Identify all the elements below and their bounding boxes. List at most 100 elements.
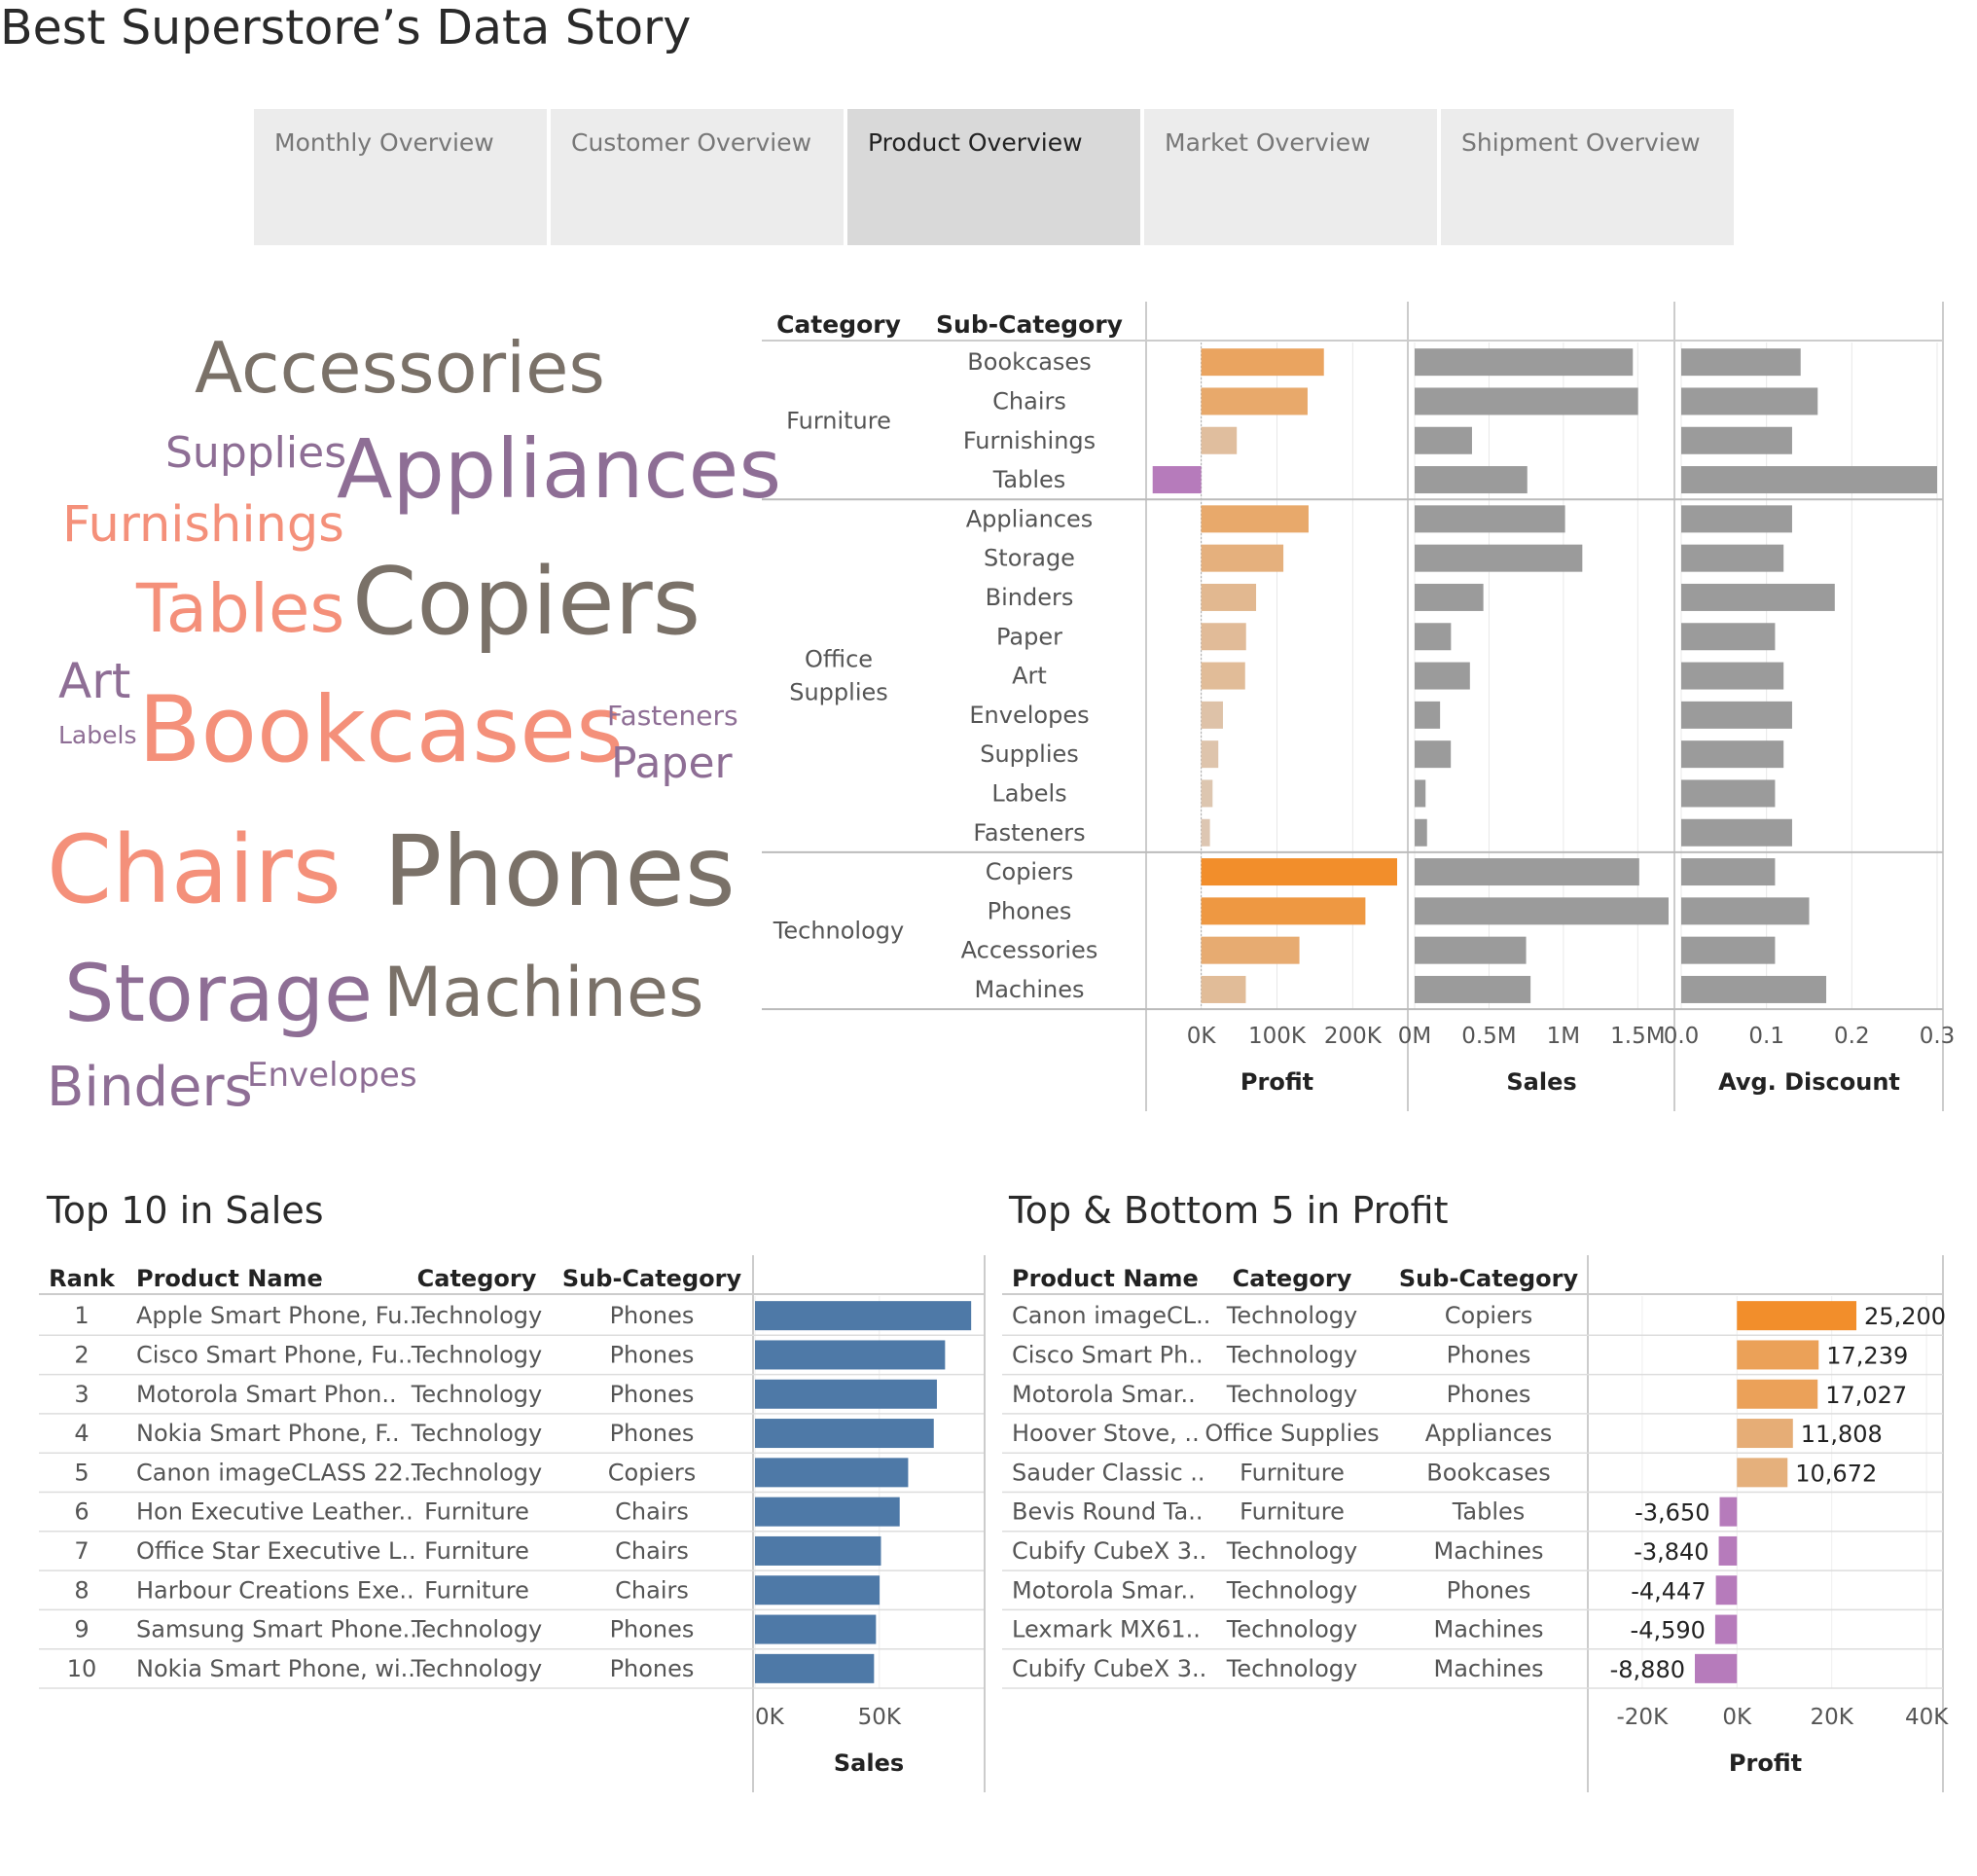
- sales-bar[interactable]: [755, 1340, 946, 1370]
- sales-bar[interactable]: [1415, 740, 1452, 769]
- discount-bar[interactable]: [1681, 505, 1792, 533]
- sales-bar[interactable]: [1415, 544, 1583, 572]
- tab-customer-overview[interactable]: Customer Overview: [551, 109, 844, 245]
- category-cell: Technology: [411, 1420, 542, 1447]
- sales-bar[interactable]: [1415, 623, 1452, 651]
- profit-bar[interactable]: [1201, 975, 1246, 1003]
- profit-data-label: 17,239: [1826, 1342, 1908, 1369]
- dashboard-title: Best Superstore’s Data Story: [0, 0, 692, 55]
- axis-tick-label: 0.0: [1664, 1024, 1700, 1049]
- tab-monthly-overview[interactable]: Monthly Overview: [254, 109, 547, 245]
- profit-bar[interactable]: [1201, 662, 1245, 690]
- sales-bar[interactable]: [1415, 466, 1528, 494]
- discount-bar[interactable]: [1681, 466, 1937, 494]
- profit-bar[interactable]: [1201, 936, 1300, 964]
- discount-bar[interactable]: [1681, 426, 1792, 454]
- sales-bar[interactable]: [755, 1458, 909, 1488]
- sales-bar[interactable]: [1415, 348, 1634, 377]
- subcategory-label: Furnishings: [963, 427, 1096, 454]
- discount-bar[interactable]: [1681, 897, 1810, 925]
- subcategory-cell: Machines: [1434, 1616, 1544, 1643]
- profit-data-label: -3,650: [1635, 1499, 1709, 1527]
- profit-bar[interactable]: [1737, 1340, 1819, 1370]
- profit-bar[interactable]: [1201, 583, 1257, 611]
- profit-bar[interactable]: [1201, 426, 1238, 454]
- discount-bar[interactable]: [1681, 348, 1801, 377]
- discount-bar[interactable]: [1681, 544, 1784, 572]
- discount-bar[interactable]: [1681, 975, 1827, 1003]
- sales-bar[interactable]: [1415, 701, 1441, 729]
- sales-bar[interactable]: [1415, 426, 1472, 454]
- profit-bar[interactable]: [1201, 544, 1284, 572]
- axis-tick-label: 0M: [1398, 1024, 1431, 1049]
- profit-bar[interactable]: [1201, 818, 1210, 847]
- cloud-word-phones: Phones: [383, 814, 736, 928]
- discount-bar[interactable]: [1681, 818, 1792, 847]
- sales-bar[interactable]: [1415, 583, 1484, 611]
- profit-bar[interactable]: [1714, 1614, 1738, 1644]
- profit-bar[interactable]: [1201, 779, 1213, 808]
- profit-bar[interactable]: [1718, 1535, 1738, 1566]
- axis-tick-label: 40K: [1905, 1705, 1949, 1730]
- category-cell: Technology: [411, 1459, 542, 1486]
- discount-bar[interactable]: [1681, 583, 1835, 611]
- sales-bar[interactable]: [755, 1301, 972, 1331]
- sales-bar[interactable]: [755, 1535, 881, 1566]
- profit-bar[interactable]: [1737, 1419, 1793, 1449]
- profit-bar[interactable]: [1737, 1301, 1857, 1331]
- discount-bar[interactable]: [1681, 662, 1784, 690]
- sales-bar[interactable]: [755, 1497, 900, 1527]
- profit-bar[interactable]: [1201, 505, 1309, 533]
- sales-bar[interactable]: [755, 1379, 937, 1409]
- profit-bar[interactable]: [1201, 623, 1246, 651]
- axis-tick-label: 0K: [1187, 1024, 1217, 1049]
- sales-bar[interactable]: [1415, 779, 1426, 808]
- profit-bar[interactable]: [1201, 740, 1219, 769]
- profit-bar[interactable]: [1695, 1653, 1738, 1683]
- sales-bar[interactable]: [1415, 936, 1527, 964]
- rank-cell: 4: [74, 1420, 89, 1447]
- subcategory-cell: Phones: [610, 1420, 695, 1447]
- sales-bar[interactable]: [755, 1614, 877, 1644]
- sales-bar[interactable]: [755, 1653, 875, 1683]
- discount-bar[interactable]: [1681, 936, 1776, 964]
- discount-bar[interactable]: [1681, 701, 1792, 729]
- profit-bar[interactable]: [1719, 1497, 1738, 1527]
- axis-title: Avg. Discount: [1718, 1068, 1900, 1096]
- discount-bar[interactable]: [1681, 623, 1776, 651]
- profit-bar[interactable]: [1201, 858, 1397, 886]
- cloud-word-storage: Storage: [64, 949, 373, 1040]
- profit-bar[interactable]: [1201, 348, 1324, 377]
- profit-data-label: 17,027: [1825, 1382, 1907, 1409]
- tab-market-overview[interactable]: Market Overview: [1144, 109, 1437, 245]
- sales-bar[interactable]: [1415, 818, 1427, 847]
- rank-cell: 10: [67, 1655, 97, 1682]
- sales-bar[interactable]: [1415, 387, 1638, 415]
- category-cell: Technology: [411, 1302, 542, 1329]
- sales-bar[interactable]: [755, 1575, 881, 1605]
- discount-bar[interactable]: [1681, 858, 1776, 886]
- sales-bar[interactable]: [1415, 662, 1470, 690]
- subcategory-label: Phones: [988, 897, 1072, 924]
- profit-bar[interactable]: [1737, 1458, 1788, 1488]
- subcategory-label: Chairs: [992, 387, 1066, 415]
- profit-bar[interactable]: [1715, 1575, 1738, 1605]
- profit-bar[interactable]: [1201, 897, 1366, 925]
- sales-bar[interactable]: [1415, 897, 1669, 925]
- sales-bar[interactable]: [755, 1419, 934, 1449]
- profit-bar[interactable]: [1201, 387, 1308, 415]
- discount-bar[interactable]: [1681, 387, 1818, 415]
- profit-data-label: -8,880: [1610, 1656, 1685, 1683]
- sales-bar[interactable]: [1415, 975, 1531, 1003]
- sales-bar[interactable]: [1415, 505, 1565, 533]
- profit-bar[interactable]: [1201, 701, 1223, 729]
- subcategory-cell: Copiers: [1445, 1302, 1532, 1329]
- discount-bar[interactable]: [1681, 779, 1776, 808]
- sales-bar[interactable]: [1415, 858, 1639, 886]
- profit-bar[interactable]: [1152, 466, 1202, 494]
- category-cell: Office Supplies: [1204, 1420, 1379, 1447]
- discount-bar[interactable]: [1681, 740, 1784, 769]
- tab-product-overview[interactable]: Product Overview: [847, 109, 1140, 245]
- tab-shipment-overview[interactable]: Shipment Overview: [1441, 109, 1734, 245]
- profit-bar[interactable]: [1737, 1379, 1818, 1409]
